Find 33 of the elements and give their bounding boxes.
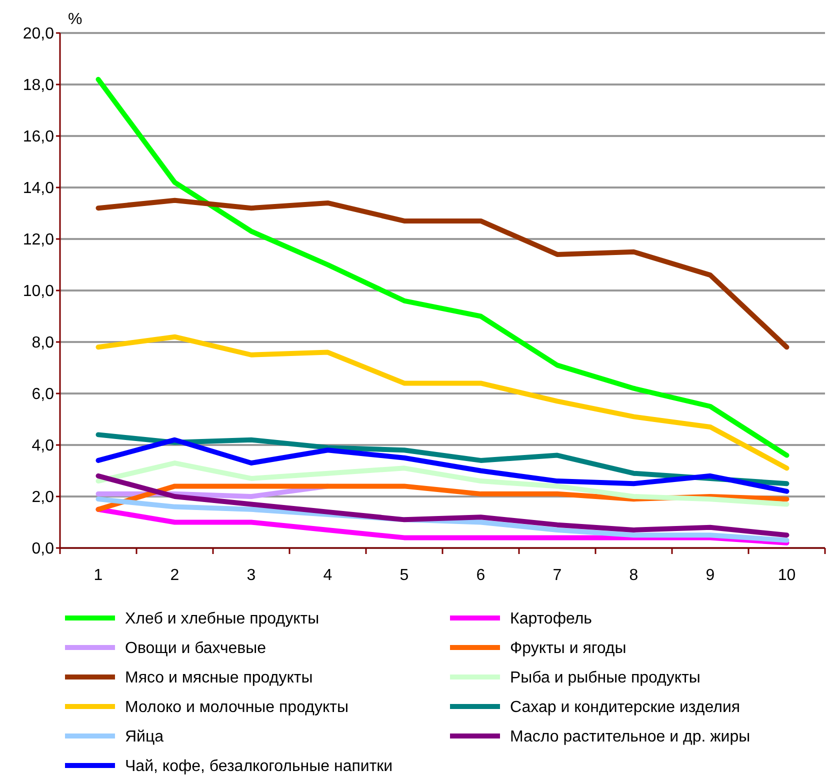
x-tick-label: 2 bbox=[170, 567, 180, 584]
y-tick-label: 14,0 bbox=[22, 180, 54, 198]
y-tick-label: 8,0 bbox=[32, 334, 54, 352]
y-tick-label: 0,0 bbox=[32, 540, 54, 558]
legend-label: Хлеб и хлебные продукты bbox=[125, 610, 320, 628]
y-tick-label: 10,0 bbox=[22, 283, 54, 300]
legend-label: Мясо и мясные продукты bbox=[125, 670, 313, 687]
legend-label: Рыба и рыбные продукты bbox=[510, 670, 700, 687]
x-tick-label: 7 bbox=[552, 567, 562, 584]
x-tick-label: 8 bbox=[629, 567, 638, 584]
legend-label: Масло растительное и др. жиры bbox=[510, 728, 750, 746]
x-tick-label: 9 bbox=[706, 567, 715, 584]
y-tick-label: 4,0 bbox=[32, 438, 54, 455]
legend-label: Картофель bbox=[510, 610, 592, 628]
y-tick-label: 2,0 bbox=[32, 489, 54, 506]
legend-label: Фрукты и ягоды bbox=[510, 640, 626, 658]
x-tick-label: 3 bbox=[246, 567, 256, 584]
x-tick-label: 1 bbox=[94, 567, 103, 584]
x-tick-label: 6 bbox=[476, 567, 486, 584]
legend-label: Чай, кофе, безалкогольные напитки bbox=[125, 758, 393, 775]
x-tick-label: 10 bbox=[778, 567, 796, 584]
legend-label: Сахар и кондитерские изделия bbox=[510, 699, 740, 716]
legend-label: Овощи и бахчевые bbox=[125, 640, 266, 658]
x-tick-label: 4 bbox=[323, 567, 332, 584]
y-tick-label: 20,0 bbox=[22, 26, 54, 43]
y-tick-label: 16,0 bbox=[22, 128, 54, 146]
legend-label: Яйца bbox=[125, 728, 164, 746]
y-axis-title: % bbox=[68, 11, 82, 28]
legend-label: Молоко и молочные продукты bbox=[125, 699, 348, 716]
x-tick-label: 5 bbox=[400, 567, 409, 584]
y-tick-label: 12,0 bbox=[22, 232, 54, 249]
y-tick-label: 18,0 bbox=[22, 77, 54, 94]
y-tick-label: 6,0 bbox=[32, 386, 54, 404]
